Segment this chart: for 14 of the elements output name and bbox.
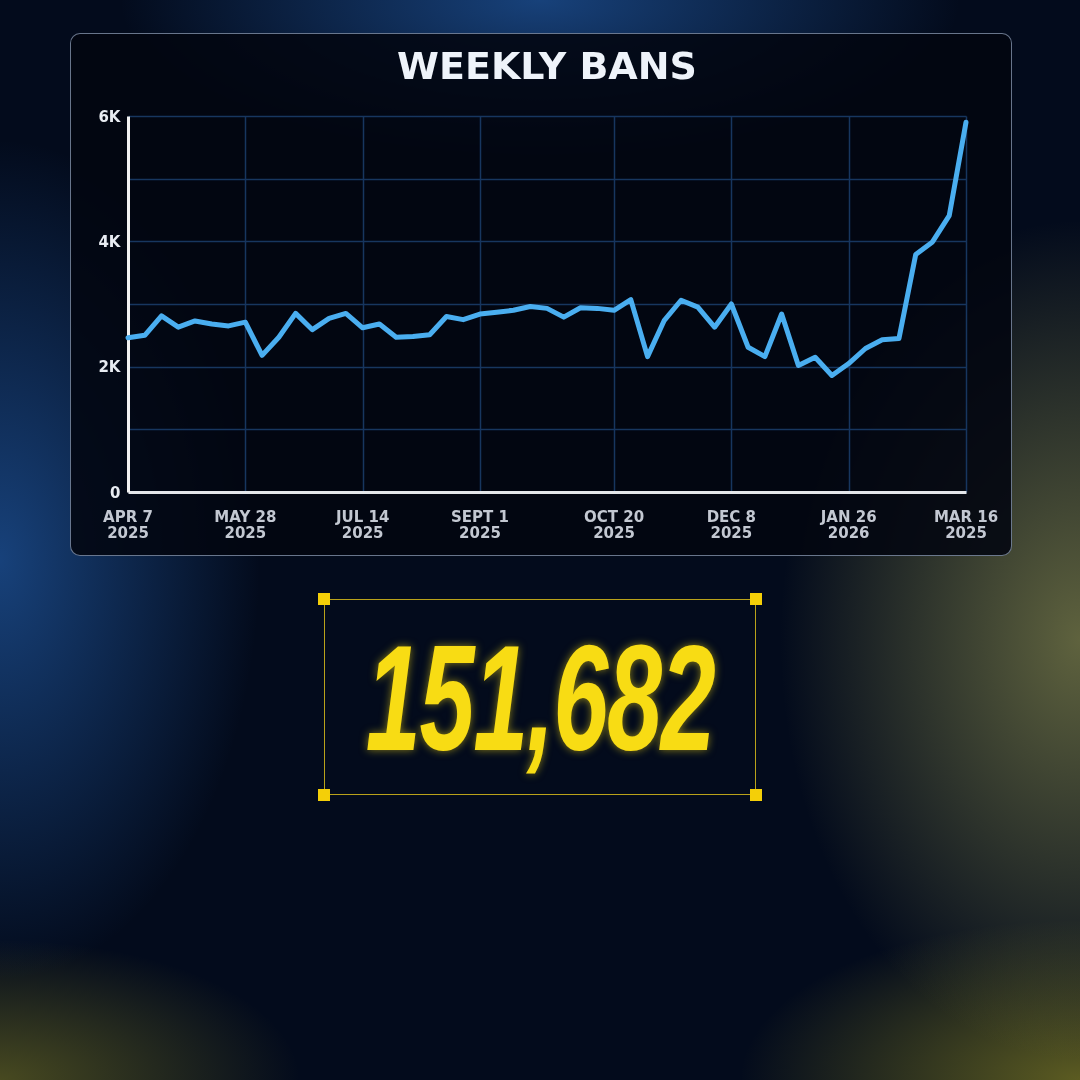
y-tick-label: 4K (98, 232, 122, 251)
x-tick-label: JAN 26 2026 (819, 508, 877, 542)
y-tick-label: 6K (98, 107, 122, 126)
x-tick-label: MAR 16 2025 (933, 508, 999, 542)
x-tick-label: OCT 20 2025 (583, 508, 645, 542)
x-tick-label: MAY 28 2025 (214, 508, 277, 542)
x-tick-label: JUL 14 2025 (334, 508, 390, 542)
x-tick-label: SEPT 1 2025 (450, 508, 509, 542)
text: 151,682 (366, 613, 715, 782)
x-tick-label: DEC 8 2025 (706, 508, 757, 542)
y-tick-label: 0 (110, 483, 121, 502)
y-tick-label: 2K (98, 358, 122, 377)
chart-title: WEEKLY BANS (397, 44, 697, 88)
x-tick-label: APR 7 2025 (103, 508, 153, 542)
